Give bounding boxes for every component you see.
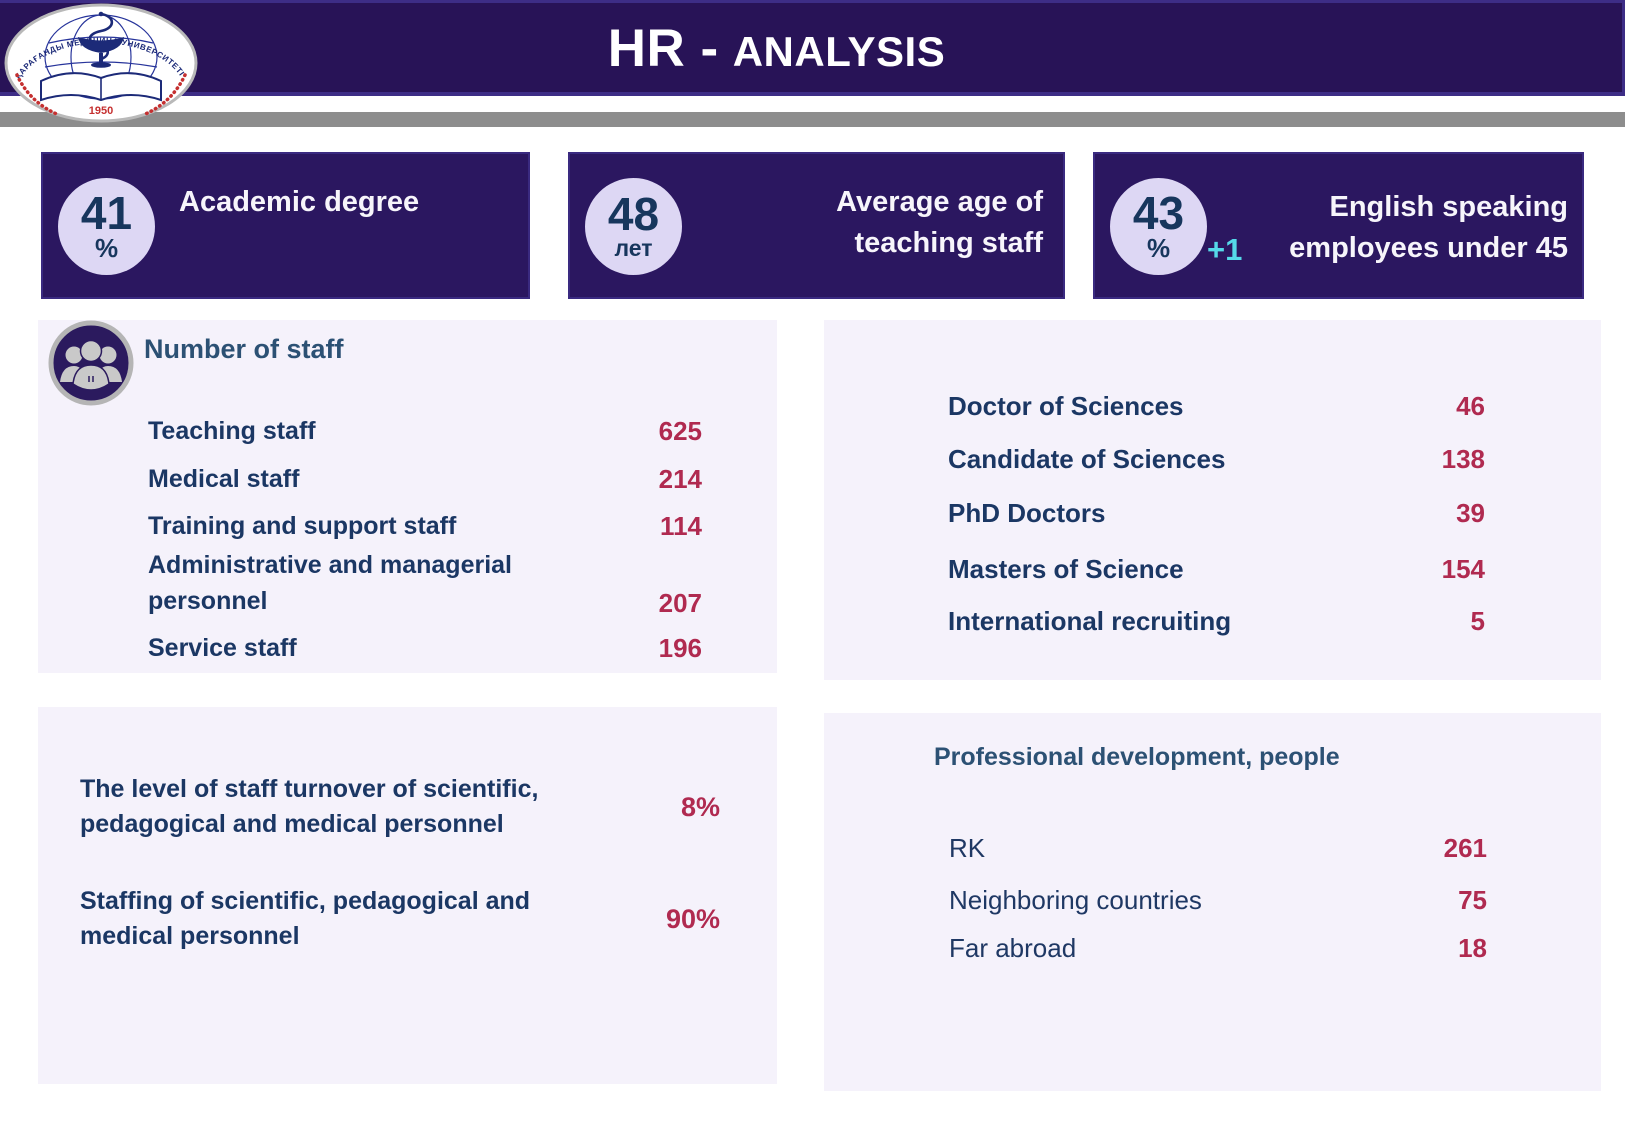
table-row: Teaching staff 625 (148, 415, 702, 447)
row-value: 18 (1458, 932, 1487, 963)
header-band: HR - ANALYSIS (0, 0, 1625, 96)
stat-card-english-speaking: 43 % +1 English speaking employees under… (1093, 152, 1584, 299)
staff-panel-title: Number of staff (144, 334, 344, 364)
page-title-sub: ANALYSIS (732, 27, 946, 75)
panel-degrees: Doctor of Sciences 46 Candidate of Scien… (824, 320, 1601, 680)
table-row: Service staff 196 (148, 632, 702, 664)
row-value: 8% (680, 791, 720, 822)
row-label: Far abroad (949, 933, 1077, 963)
row-value: 196 (658, 632, 702, 663)
panel-professional-development: Professional development, people RK 261 … (824, 713, 1601, 1091)
row-value: 625 (658, 415, 702, 446)
row-label: Medical staff (148, 465, 300, 493)
table-row: Training and support staff 114 (148, 510, 702, 542)
table-row: Masters of Science 154 (948, 553, 1485, 585)
row-label: Administrative and managerial personnel (148, 551, 513, 615)
row-label: Neighboring countries (949, 885, 1202, 915)
stat-label-line2: employees under 45 (1289, 232, 1568, 264)
row-label: Service staff (148, 634, 297, 662)
stat-label: English speaking employees under 45 (1238, 187, 1568, 269)
row-value: 5 (1470, 605, 1485, 636)
row-label: Candidate of Sciences (948, 444, 1226, 474)
row-label: Doctor of Sciences (948, 391, 1184, 421)
table-row: Doctor of Sciences 46 (948, 390, 1485, 422)
snake-bowl-icon (78, 11, 124, 68)
row-value: 154 (1441, 553, 1485, 584)
row-label: Staffing of scientific, pedagogical and … (80, 887, 531, 950)
people-group-icon (48, 320, 134, 406)
divider-bar (0, 112, 1625, 127)
panel-number-of-staff: Number of staff Teaching staff 625 Medic… (38, 320, 777, 673)
row-value: 39 (1456, 497, 1485, 528)
panel-turnover: The level of staff turnover of scientifi… (38, 707, 777, 1084)
page-title-main: HR - (607, 18, 719, 78)
row-label: Training and support staff (148, 512, 457, 540)
ornament-icon (15, 73, 187, 117)
row-label: RK (949, 833, 986, 863)
row-label: International recruiting (948, 606, 1232, 636)
stat-unit: % (94, 233, 119, 264)
row-value: 138 (1441, 443, 1485, 474)
stat-unit: % (1146, 233, 1171, 264)
development-panel-title: Professional development, people (934, 743, 1340, 771)
stat-circle: 41 % (58, 178, 155, 275)
row-value: 214 (658, 463, 702, 494)
open-book-icon (40, 72, 162, 102)
row-value: 114 (660, 510, 702, 541)
university-logo: ҚАРАҒАНДЫ МЕДИЦИНА УНИВЕРСИТЕТІ 1950 (4, 3, 198, 123)
row-value: 46 (1456, 390, 1485, 421)
row-label: The level of staff turnover of scientifi… (80, 775, 539, 838)
table-row: PhD Doctors 39 (948, 497, 1485, 529)
stat-circle: 48 лет (585, 178, 682, 275)
table-row: Medical staff 214 (148, 463, 702, 495)
stat-card-academic-degree: 41 % Academic degree (41, 152, 530, 299)
stat-unit: лет (614, 234, 653, 261)
page-title: HR - ANALYSIS (608, 18, 945, 79)
row-label: Masters of Science (948, 554, 1184, 584)
stat-card-average-age: 48 лет Average age of teaching staff (568, 152, 1065, 299)
row-value: 261 (1443, 832, 1487, 863)
row-value: 75 (1458, 884, 1487, 915)
logo-year: 1950 (89, 105, 113, 117)
stat-label-line1: English speaking (1329, 191, 1569, 223)
stat-delta: +1 (1207, 232, 1243, 267)
table-row: Candidate of Sciences 138 (948, 443, 1485, 475)
row-value: 207 (658, 588, 702, 618)
table-row: RK 261 (949, 832, 1487, 864)
table-row: Neighboring countries 75 (949, 884, 1487, 916)
table-row: International recruiting 5 (948, 605, 1485, 637)
table-row: Far abroad 18 (949, 932, 1487, 964)
stat-value: 48 (607, 188, 660, 241)
row-label: PhD Doctors (948, 498, 1106, 528)
table-row: Staffing of scientific, pedagogical and … (80, 875, 720, 963)
row-label: Teaching staff (148, 417, 316, 445)
stat-circle: 43 % (1110, 178, 1207, 275)
stat-value: 41 (80, 186, 133, 239)
table-row: The level of staff turnover of scientifi… (80, 763, 720, 851)
stat-value: 43 (1132, 186, 1185, 239)
row-value: 90% (665, 903, 720, 934)
stat-label: Academic degree (179, 186, 420, 218)
table-row: Administrative and managerial personnel … (148, 535, 702, 619)
stat-label: Average age of teaching staff (836, 186, 1043, 259)
